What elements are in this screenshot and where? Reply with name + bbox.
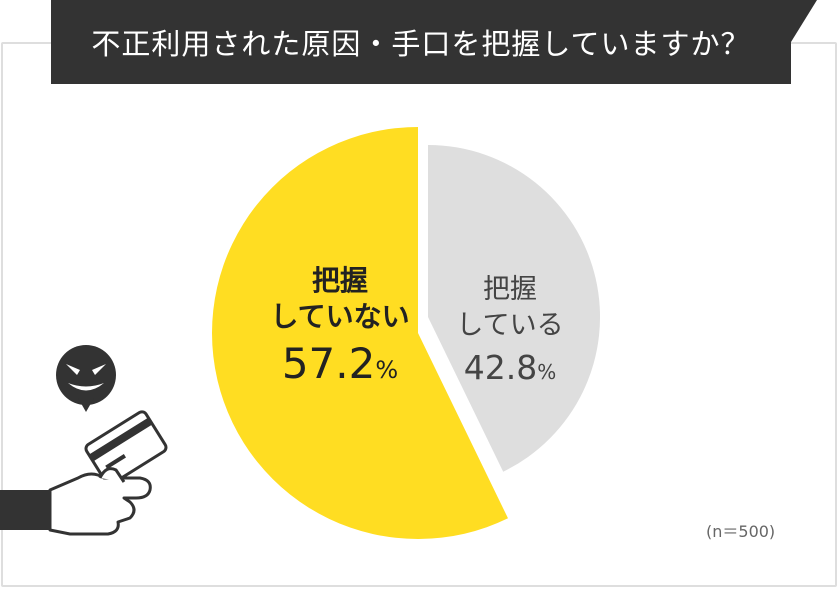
slice-value: 42.8 bbox=[463, 348, 538, 387]
slice-label-line1: 把握 bbox=[311, 264, 368, 297]
slice-label-aware: 把握 している 42.8% bbox=[430, 272, 590, 387]
chart-title: 不正利用された原因・手口を把握していますか？ bbox=[91, 27, 751, 61]
villain-face-icon bbox=[56, 345, 116, 412]
slice-label-line1: 把握 bbox=[483, 274, 537, 305]
slice-percent: 57.2% bbox=[240, 339, 440, 388]
slice-percent: 42.8% bbox=[430, 348, 590, 387]
title-bar: 不正利用された原因・手口を把握していますか？ bbox=[51, 0, 791, 84]
pie-slice-not-aware bbox=[212, 127, 508, 539]
slice-value: 57.2 bbox=[281, 339, 376, 388]
slice-label-not-aware: 把握 していない 57.2% bbox=[240, 263, 440, 388]
pie-slice-aware bbox=[428, 145, 601, 472]
slice-label-line2: していない bbox=[270, 300, 410, 333]
slice-label-line2: している bbox=[456, 310, 564, 341]
hand-holding-card-icon bbox=[0, 410, 168, 536]
slice-unit: % bbox=[537, 360, 557, 384]
slice-unit: % bbox=[375, 356, 399, 384]
title-fold-decoration bbox=[791, 0, 817, 42]
sample-size-note: (n＝500) bbox=[706, 522, 776, 541]
